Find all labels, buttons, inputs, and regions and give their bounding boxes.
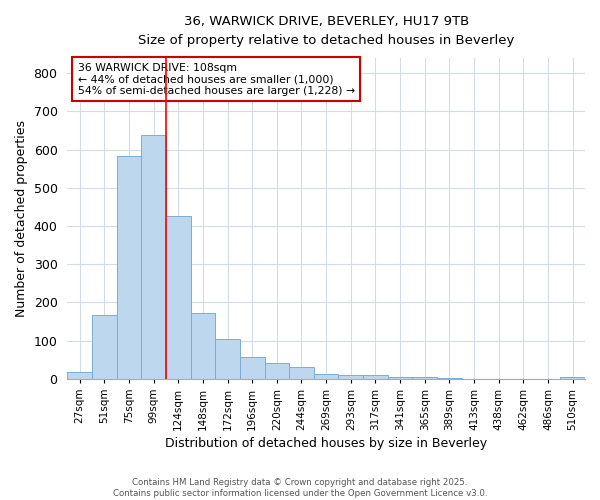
Y-axis label: Number of detached properties: Number of detached properties	[15, 120, 28, 317]
Bar	[289, 366, 314, 379]
Bar	[388, 376, 412, 379]
Bar	[437, 378, 462, 379]
Bar	[265, 363, 289, 379]
Bar	[560, 377, 585, 379]
Bar	[166, 216, 191, 379]
Text: 36 WARWICK DRIVE: 108sqm
← 44% of detached houses are smaller (1,000)
54% of sem: 36 WARWICK DRIVE: 108sqm ← 44% of detach…	[77, 62, 355, 96]
Bar	[141, 135, 166, 379]
Bar	[92, 314, 116, 379]
Bar	[67, 372, 92, 379]
Bar	[338, 375, 363, 379]
Title: 36, WARWICK DRIVE, BEVERLEY, HU17 9TB
Size of property relative to detached hous: 36, WARWICK DRIVE, BEVERLEY, HU17 9TB Si…	[138, 15, 514, 47]
Bar	[412, 377, 437, 379]
Bar	[314, 374, 338, 379]
Text: Contains HM Land Registry data © Crown copyright and database right 2025.
Contai: Contains HM Land Registry data © Crown c…	[113, 478, 487, 498]
Bar	[240, 357, 265, 379]
Bar	[191, 313, 215, 379]
Bar	[215, 339, 240, 379]
Bar	[116, 156, 141, 379]
X-axis label: Distribution of detached houses by size in Beverley: Distribution of detached houses by size …	[165, 437, 487, 450]
Bar	[363, 376, 388, 379]
